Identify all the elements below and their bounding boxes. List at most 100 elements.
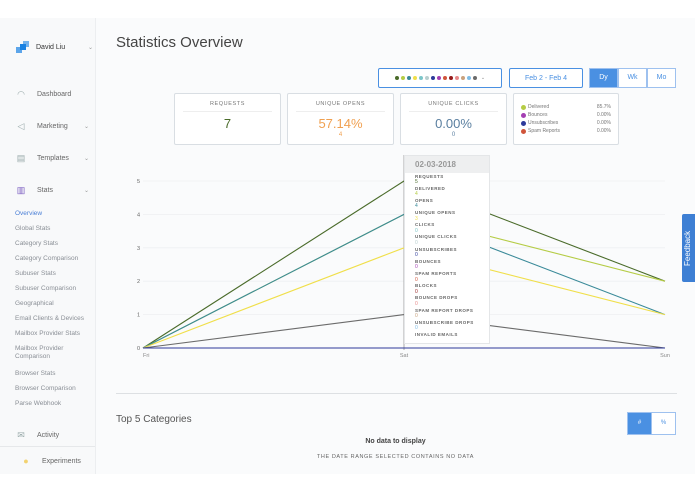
card-title: UNIQUE CLICKS [409, 101, 498, 112]
gauge-icon: ◠ [17, 89, 25, 99]
stats-line-chart: 0 1 2 3 4 5 Fri Sat Sun [137, 155, 670, 359]
color-dot [424, 75, 430, 81]
date-range-picker[interactable]: Feb 2 - Feb 4 [509, 68, 583, 88]
sidebar-item-experiments[interactable]: ● Experiments [20, 456, 94, 466]
user-name: David Liu [36, 44, 66, 51]
chevron-down-icon: ⌄ [83, 123, 89, 130]
color-dot [472, 75, 478, 81]
feedback-button[interactable]: Feedback [682, 214, 695, 282]
legend-dot [521, 128, 526, 134]
x-tick-label: Fri [143, 353, 149, 359]
stats-subitem[interactable]: Browser Comparison [15, 385, 76, 392]
tooltip-row: CLICKS 0 [405, 222, 489, 234]
tooltip-value: 0 [415, 300, 418, 307]
chevron-down-icon: ⌄ [88, 45, 94, 51]
sidebar-item-marketing[interactable]: ◁ Marketing ⌄ [15, 121, 89, 131]
stat-card-unique-clicks: UNIQUE CLICKS 0.00% 0 [400, 93, 507, 145]
color-dot [394, 75, 400, 81]
sidebar-item-label: Marketing [37, 122, 68, 130]
sidebar-item-templates[interactable]: ▤ Templates ⌄ [15, 153, 89, 163]
tooltip-metric: DELIVERED [415, 185, 446, 191]
user-menu[interactable]: David Liu ⌄ [16, 41, 93, 54]
sidebar-item-activity[interactable]: ✉ Activity [15, 430, 89, 440]
color-dot [460, 75, 466, 81]
toggle-count[interactable]: # [627, 412, 652, 435]
sidebar-item-label: Activity [37, 431, 60, 439]
card-value: 0.00% [435, 116, 472, 131]
template-icon: ▤ [16, 153, 26, 163]
tooltip-row: BLOCKS 0 [405, 283, 489, 295]
card-value: 57.14% [318, 116, 363, 131]
tooltip-metric: CLICKS [415, 222, 435, 228]
y-tick-label: 3 [137, 246, 140, 252]
legend-label: Delivered [528, 104, 550, 110]
color-dot [442, 75, 448, 81]
chevron-down-icon: ⌄ [480, 75, 486, 81]
color-dot [430, 75, 436, 81]
divider [116, 393, 677, 394]
color-dot [406, 75, 412, 81]
granularity-wk[interactable]: Wk [618, 68, 647, 88]
stat-card-requests: REQUESTS 7 [174, 93, 281, 145]
x-tick-label: Sat [400, 353, 409, 359]
stats-subitem[interactable]: Overview [15, 210, 43, 217]
legend-item: Delivered 85.7% [521, 103, 611, 111]
empty-title: No data to display [365, 438, 426, 445]
tooltip-metric: BOUNCES [415, 258, 442, 264]
legend-label: Spam Reports [528, 128, 560, 134]
megaphone-icon: ◁ [17, 121, 25, 131]
sidebar-item-label: Templates [37, 154, 69, 162]
toggle-percent[interactable]: % [651, 412, 676, 435]
tooltip-row: UNIQUE CLICKS 0 [405, 234, 489, 246]
stats-subitem[interactable]: Global Stats [15, 225, 51, 232]
page-title: Statistics Overview [116, 34, 243, 51]
sidebar-item-dashboard[interactable]: ◠ Dashboard [15, 89, 89, 99]
tooltip-value: 0 [415, 227, 418, 234]
granularity-dy[interactable]: Dy [589, 68, 618, 88]
series-color-filter[interactable]: ⌄ [378, 68, 502, 88]
stats-subitem[interactable]: Email Clients & Devices [15, 315, 84, 322]
legend-value: 0.00% [596, 128, 611, 134]
tooltip-metric: REQUESTS [415, 173, 444, 179]
sidebar-item-stats[interactable]: ▥ Stats ⌄ [15, 185, 89, 195]
y-tick-label: 4 [137, 212, 140, 218]
stats-subitem[interactable]: Mailbox Provider Comparison [15, 345, 64, 360]
tooltip-metric: UNSUBSCRIBES [415, 246, 458, 252]
stats-subitem[interactable]: Browser Stats [15, 370, 56, 377]
stats-subitem[interactable]: Subuser Stats [15, 270, 56, 277]
tooltip-row: SPAM REPORT DROPS 0 [405, 307, 489, 320]
tooltip-metric: UNIQUE OPENS [415, 210, 456, 216]
legend-item: Unsubscribes 0.00% [521, 119, 611, 127]
tooltip-row: INVALID EMAILS [405, 331, 489, 343]
sidebar-item-label: Dashboard [37, 90, 72, 98]
tooltip-value: 4 [415, 191, 418, 198]
legend-value: 0.00% [596, 120, 611, 126]
granularity-mo[interactable]: Mo [647, 68, 676, 88]
color-dot [454, 75, 460, 81]
card-value: 7 [223, 116, 232, 131]
delivery-legend: Delivered 85.7% Bounces 0.00% Unsubscribes 0.… [513, 93, 619, 145]
tooltip-value: 0 [415, 313, 418, 320]
sidebar-item-label: Stats [37, 186, 53, 194]
tooltip-row: OPENS 4 [405, 197, 489, 210]
stats-subitem[interactable]: Mailbox Provider Stats [15, 330, 81, 337]
stats-subitem[interactable]: Subuser Comparison [15, 285, 77, 292]
tooltip-row: SPAM REPORTS 0 [405, 271, 489, 283]
tooltip-metric: UNSUBSCRIBE DROPS [415, 319, 474, 325]
tooltip-metric: SPAM REPORTS [415, 271, 457, 276]
tooltip-row: DELIVERED 4 [405, 185, 489, 198]
color-dot [436, 75, 442, 81]
stats-subitem[interactable]: Category Stats [15, 240, 58, 247]
stats-subitem[interactable]: Geographical [15, 300, 54, 307]
stats-subitem[interactable]: Parse Webhook [15, 400, 62, 407]
card-subvalue: 4 [338, 132, 343, 138]
tooltip-value: 5 [415, 179, 418, 185]
legend-label: Unsubscribes [528, 120, 559, 126]
color-dot [466, 75, 472, 81]
stats-subitem[interactable]: Category Comparison [15, 255, 79, 262]
tooltip-value: 0 [415, 325, 418, 332]
tooltip-metric: BLOCKS [415, 283, 437, 289]
chart-tooltip: 02-03-2018 REQUESTS 5 DELIVERED 4 OPENS 4 UNIQ… [404, 155, 490, 344]
color-dot [412, 75, 418, 81]
tooltip-value: 0 [415, 239, 418, 246]
